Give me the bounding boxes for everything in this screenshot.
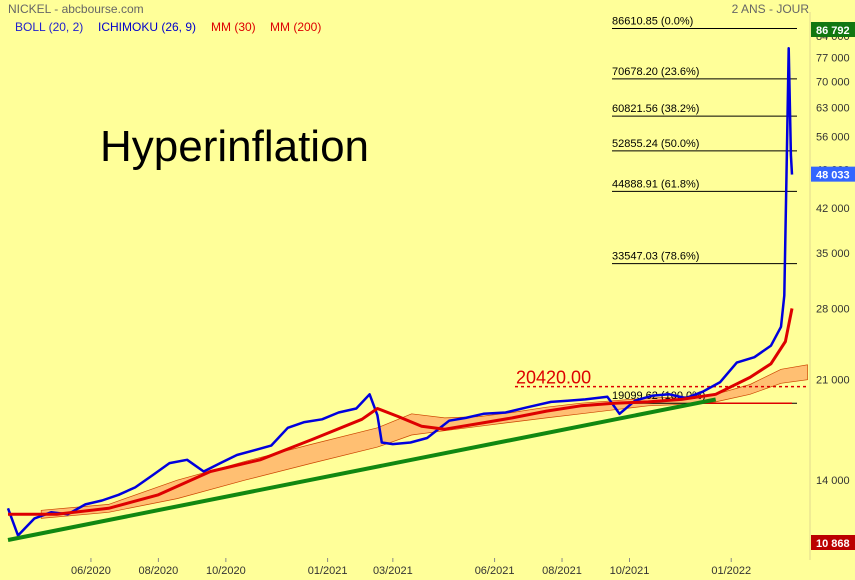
- x-tick-label: 08/2020: [139, 565, 179, 577]
- indicator-ichimoku[interactable]: ICHIMOKU (26, 9): [98, 20, 197, 34]
- price-tag-label: 86 792: [816, 25, 850, 37]
- y-tick-label: 70 000: [816, 76, 850, 88]
- fibonacci-label: 86610.85 (0.0%): [612, 16, 693, 28]
- price-tag: [811, 166, 855, 182]
- price-line: [6, 46, 794, 537]
- x-tick-label: 01/2021: [308, 565, 348, 577]
- period-label[interactable]: 2 ANS - JOUR: [731, 2, 809, 16]
- x-tick-label: 03/2021: [373, 565, 413, 577]
- y-tick-label: 28 000: [816, 303, 850, 315]
- indicator-mm200[interactable]: MM (200): [270, 20, 322, 34]
- y-tick-label: 42 000: [816, 203, 850, 215]
- fibonacci-label: 70678.20 (23.6%): [612, 66, 699, 78]
- y-tick-label: 77 000: [816, 53, 850, 65]
- symbol-title: NICKEL - abcbourse.com: [8, 2, 144, 16]
- price-tag-label: 48 033: [816, 170, 850, 182]
- y-tick-label: 63 000: [816, 102, 850, 114]
- x-tick-label: 08/2021: [542, 565, 582, 577]
- y-tick-label: 35 000: [816, 248, 850, 260]
- fibonacci-label: 52855.24 (50.0%): [612, 138, 699, 150]
- x-tick-label: 06/2021: [475, 565, 515, 577]
- trend-line: [7, 397, 717, 542]
- x-tick-label: 06/2020: [71, 565, 111, 577]
- y-tick-label: 14 000: [816, 475, 850, 487]
- fibonacci-label: 33547.03 (78.6%): [612, 251, 699, 263]
- fibonacci-label: 60821.56 (38.2%): [612, 103, 699, 115]
- mm30-line: [8, 308, 794, 516]
- indicator-mm30[interactable]: MM (30): [211, 20, 256, 34]
- x-tick-label: 10/2021: [610, 565, 650, 577]
- fibonacci-label: 44888.91 (61.8%): [612, 178, 699, 190]
- y-tick-label: 56 000: [816, 132, 850, 144]
- x-tick-label: 10/2020: [206, 565, 246, 577]
- price-tag-label: 10 868: [816, 538, 850, 550]
- chart-annotation-title: Hyperinflation: [100, 122, 370, 171]
- price-tag: [811, 22, 855, 37]
- x-tick-label: 01/2022: [711, 565, 751, 577]
- price-tag: [811, 535, 855, 550]
- y-tick-label: 21 000: [816, 375, 850, 387]
- resistance-label: 20420.00: [516, 368, 591, 388]
- indicator-boll[interactable]: BOLL (20, 2): [15, 20, 84, 34]
